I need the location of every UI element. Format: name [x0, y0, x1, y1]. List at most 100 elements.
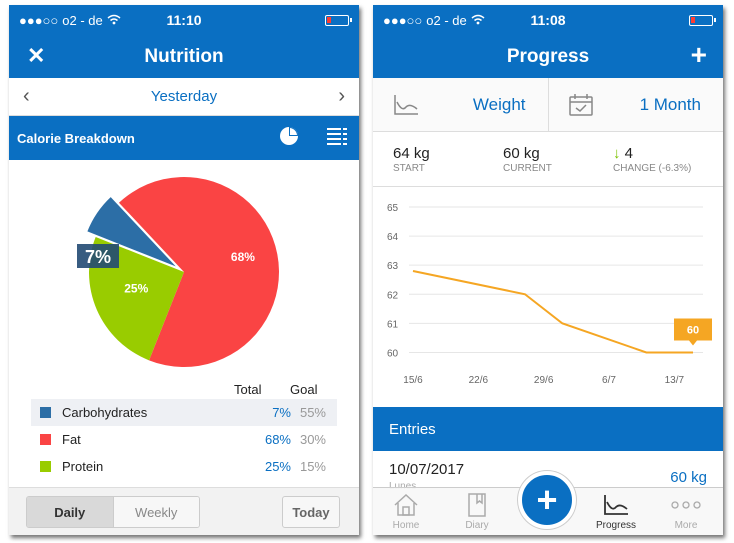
tab-more[interactable]: More [656, 490, 716, 531]
status-time: 11:08 [530, 12, 566, 28]
daily-button[interactable]: Daily [27, 497, 114, 527]
value-callout-label: 60 [687, 324, 699, 336]
y-tick-label: 60 [387, 348, 399, 359]
y-tick-label: 65 [387, 203, 399, 214]
down-arrow-icon: ↓ [613, 145, 621, 162]
entry-date: 10/07/2017 [389, 461, 465, 478]
metric-selector[interactable]: Weight [373, 78, 548, 131]
calorie-pie-chart: 68% 25% 7% [9, 160, 359, 378]
x-tick-label: 6/7 [602, 375, 616, 386]
macro-goal: 30% [299, 432, 326, 447]
tab-home[interactable]: Home [376, 490, 436, 531]
pie-svg: 68% 25% 7% [77, 177, 280, 367]
weekly-button[interactable]: Weekly [113, 497, 199, 527]
tab-label: Diary [465, 520, 489, 531]
nav-bar: ✕ Nutrition [9, 35, 359, 78]
change-stat: ↓ 4 CHANGE (-6.3%) [613, 132, 723, 186]
color-swatch [40, 461, 51, 472]
range-label: 1 Month [639, 94, 701, 114]
pie-slice-fat[interactable] [118, 177, 280, 367]
value-callout [674, 318, 712, 346]
entry-day: Lunes [389, 481, 416, 492]
calorie-breakdown-header: Calorie Breakdown [9, 116, 359, 160]
status-time: 11:10 [166, 12, 202, 28]
change-value-row: ↓ 4 [613, 145, 723, 162]
color-swatch [40, 407, 51, 418]
start-value: 64 kg [393, 145, 430, 162]
line-chart-icon [393, 94, 419, 121]
date-label[interactable]: Yesterday [150, 88, 218, 105]
date-navigator: ‹ Yesterday › [9, 78, 359, 116]
status-bar: ●●●○○ o2 - de 11:08 [373, 5, 723, 35]
chevron-left-icon[interactable]: ‹ [23, 85, 30, 107]
macro-total: 7% [272, 405, 291, 420]
wifi-icon [471, 13, 485, 28]
battery-icon [325, 14, 352, 26]
carrier-signal: ●●●○○ o2 - de [383, 13, 485, 28]
range-selector[interactable]: 1 Month [547, 78, 724, 131]
pie-slice-carbs[interactable] [87, 197, 176, 267]
wifi-icon [107, 13, 121, 28]
current-stat: 60 kg CURRENT [503, 132, 613, 186]
macro-total: 68% [264, 432, 291, 447]
x-tick-label: 13/7 [665, 375, 685, 386]
y-tick-label: 64 [387, 232, 399, 243]
add-icon[interactable]: + [690, 39, 707, 70]
period-segmented-control: Daily Weekly [26, 496, 200, 528]
list-view-icon[interactable] [327, 127, 347, 150]
tab-diary[interactable]: Diary [447, 490, 507, 531]
change-value: 4 [624, 145, 634, 162]
plus-icon: + [536, 479, 558, 520]
home-icon [376, 490, 436, 520]
y-tick-label: 61 [387, 319, 399, 330]
section-title: Calorie Breakdown [17, 130, 135, 146]
pie-chart-icon[interactable] [279, 126, 299, 151]
carrier-signal: ●●●○○ o2 - de [19, 13, 121, 28]
tab-label: Home [392, 520, 420, 531]
today-button[interactable]: Today [282, 496, 340, 528]
y-tick-label: 62 [387, 290, 399, 301]
status-bar: ●●●○○ o2 - de 11:10 [9, 5, 359, 35]
current-value: 60 kg [503, 145, 540, 162]
signal-dots-icon: ●●●○○ [19, 12, 59, 28]
color-swatch [40, 434, 51, 445]
page-title: Nutrition [144, 45, 224, 67]
x-tick-label: 22/6 [469, 375, 489, 386]
entries-header: Entries [373, 407, 723, 451]
entry-row[interactable]: 10/07/2017 Lunes 60 kg [373, 451, 723, 501]
nutrition-screen: ●●●○○ o2 - de 11:10 ✕ Nutrition ‹ Yester… [9, 5, 359, 535]
pie-label-protein: 25% [124, 282, 148, 296]
goal-header: Goal [290, 382, 318, 397]
change-label: CHANGE (-6.3%) [613, 163, 692, 174]
macro-goal: 15% [299, 459, 326, 474]
chevron-right-icon[interactable]: › [338, 85, 345, 107]
macro-list: Carbohydrates 7% 55% Fat 68% 30% Protein… [31, 399, 337, 480]
pie-callout-box [77, 244, 119, 268]
y-tick-label: 63 [387, 261, 399, 272]
weight-line-chart: 65 64 63 62 61 60 15/6 22/6 29/6 6/7 13/7 60 [373, 187, 723, 407]
progress-chart-icon [586, 490, 646, 520]
metric-label: Weight [472, 94, 526, 114]
start-stat: 64 kg START [393, 132, 503, 186]
start-label: START [393, 163, 425, 174]
close-icon[interactable]: ✕ [27, 43, 46, 68]
more-dots-icon [656, 490, 716, 520]
battery-icon [689, 14, 716, 26]
weight-stats: 64 kg START 60 kg CURRENT ↓ 4 CHANGE (-6… [373, 132, 723, 187]
tab-progress[interactable]: Progress [586, 490, 646, 531]
weight-series-line [412, 270, 693, 354]
macro-name: Fat [62, 432, 81, 447]
quick-add-button[interactable]: + [518, 471, 576, 529]
total-header: Total [234, 382, 262, 397]
nav-bar: Progress + [373, 35, 723, 78]
pie-label-fat: 68% [231, 250, 255, 264]
macro-row-carbohydrates[interactable]: Carbohydrates 7% 55% [31, 399, 337, 426]
macro-row-fat[interactable]: Fat 68% 30% [31, 426, 337, 453]
macro-total: 25% [264, 459, 291, 474]
macro-name: Protein [62, 459, 104, 474]
carrier-name: o2 - de [426, 12, 467, 28]
macro-goal: 55% [299, 405, 326, 420]
x-tick-label: 29/6 [534, 375, 554, 386]
macro-row-protein[interactable]: Protein 25% 15% [31, 453, 337, 480]
current-label: CURRENT [503, 163, 552, 174]
